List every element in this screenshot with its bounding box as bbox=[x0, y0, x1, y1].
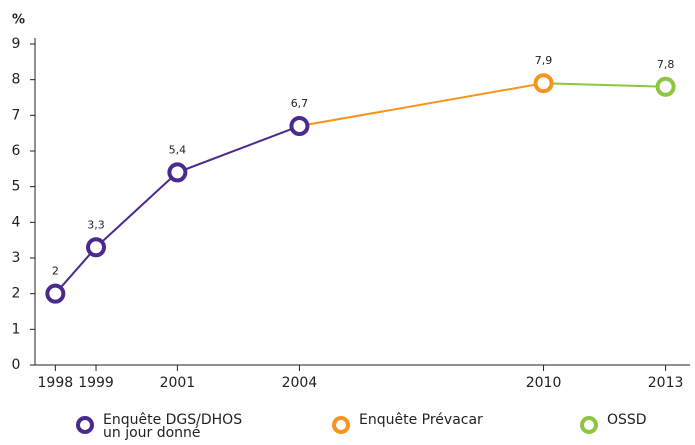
point-marker bbox=[655, 76, 676, 97]
data-label: 5,4 bbox=[169, 143, 187, 156]
point-marker bbox=[45, 283, 66, 304]
y-tick-label: 8 bbox=[12, 72, 21, 88]
x-tick-label: 2004 bbox=[282, 375, 318, 391]
point-marker bbox=[86, 237, 107, 258]
y-tick-label: 4 bbox=[12, 214, 21, 230]
legend-label: Enquête DGS/DHOS un jour donné bbox=[103, 412, 243, 441]
y-tick-label: 9 bbox=[12, 36, 21, 52]
x-tick-label: 1998 bbox=[38, 375, 74, 391]
data-label: 6,7 bbox=[291, 97, 309, 110]
y-tick-label: 0 bbox=[12, 357, 21, 373]
y-axis-title: % bbox=[12, 13, 25, 28]
legend-item: Enquête Prévacar bbox=[332, 410, 532, 434]
legend-marker bbox=[332, 416, 350, 434]
point-marker bbox=[289, 116, 310, 137]
y-tick-label: 5 bbox=[12, 179, 21, 195]
y-tick-label: 3 bbox=[12, 250, 21, 266]
x-tick-label: 2001 bbox=[160, 375, 196, 391]
data-label: 3,3 bbox=[87, 218, 105, 231]
x-tick-label: 1999 bbox=[78, 375, 114, 391]
legend-item: Enquête DGS/DHOS un jour donné bbox=[76, 410, 266, 440]
legend-item: OSSD bbox=[580, 410, 680, 434]
series-line bbox=[54, 125, 300, 295]
data-label: 2 bbox=[52, 265, 59, 278]
y-tick-label: 7 bbox=[12, 107, 21, 123]
point-marker bbox=[533, 73, 554, 94]
data-label: 7,9 bbox=[535, 54, 553, 67]
legend-label: OSSD bbox=[607, 412, 647, 428]
series-line bbox=[299, 82, 544, 128]
chart: % 0 1 2 3 4 5 6 7 8 9 1998 1999 2001 2004 2010 2013 2 3,3… bbox=[12, 13, 690, 391]
series-line bbox=[543, 82, 666, 88]
data-label: 7,8 bbox=[657, 58, 675, 71]
x-tick-label: 2013 bbox=[648, 375, 684, 391]
legend-label: Enquête Prévacar bbox=[359, 412, 483, 428]
legend-marker bbox=[580, 416, 598, 434]
y-tick-label: 1 bbox=[12, 321, 21, 337]
legend-marker bbox=[76, 416, 94, 434]
y-tick-label: 6 bbox=[12, 143, 21, 159]
legend: Enquête DGS/DHOS un jour donné Enquête Pr… bbox=[0, 410, 695, 445]
y-tick-label: 2 bbox=[12, 286, 21, 302]
point-marker bbox=[167, 162, 188, 183]
x-tick-label: 2010 bbox=[526, 375, 562, 391]
